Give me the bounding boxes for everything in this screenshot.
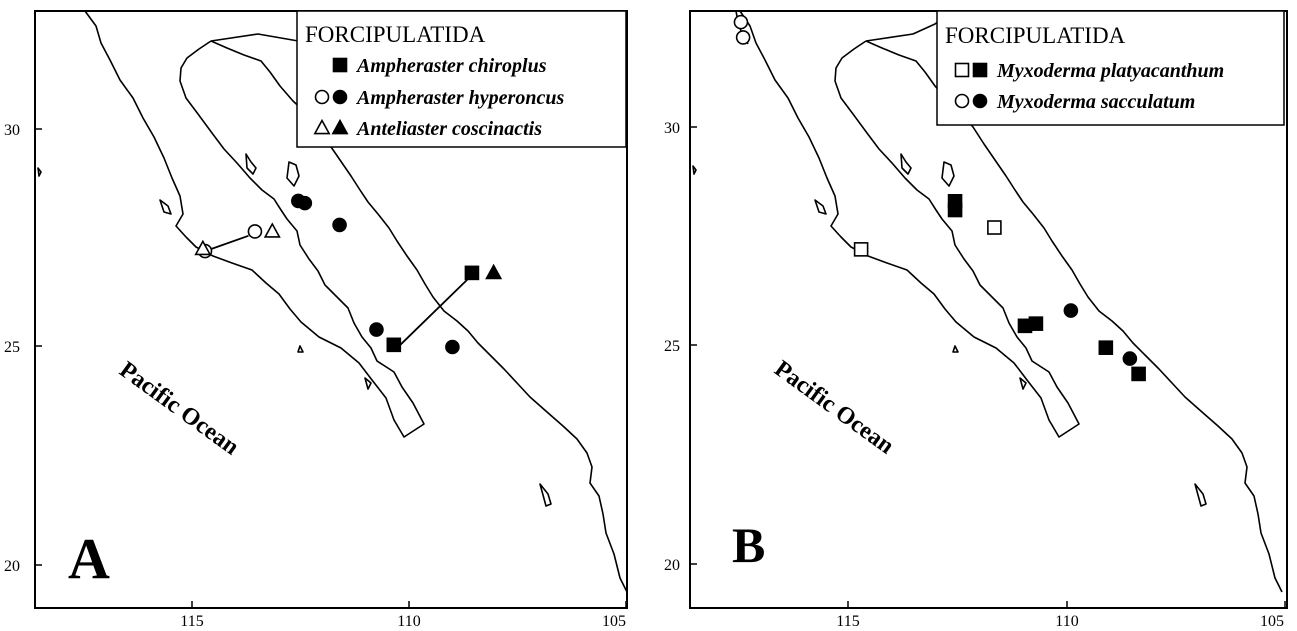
square-filled-marker	[972, 62, 988, 78]
square-filled-marker	[464, 265, 480, 281]
y-tick-label: 25	[664, 338, 680, 355]
triangle-open-marker	[313, 118, 331, 135]
y-tick-label: 25	[4, 339, 20, 356]
y-axis: 30 25 20	[664, 120, 697, 574]
square-filled-marker	[386, 337, 402, 353]
leader-lines	[211, 234, 471, 346]
x-tick-label: 115	[180, 613, 203, 630]
map-panel-a: Pacific Ocean A 30 25 20 115 110 105 FOR…	[4, 10, 628, 630]
circle-filled-marker	[332, 89, 348, 105]
square-open-marker	[987, 220, 1002, 235]
square-filled-marker	[1131, 366, 1146, 382]
circle-open-marker	[954, 93, 970, 109]
x-tick-label: 110	[1055, 613, 1078, 630]
circle-open-marker	[735, 30, 751, 45]
triangle-filled-marker	[331, 118, 349, 135]
legend-box	[296, 10, 627, 148]
circle-filled-marker	[1122, 351, 1138, 366]
square-open-marker	[853, 242, 869, 257]
triangle-open-marker	[194, 239, 212, 256]
legend-item-label: Myxoderma sacculatum	[996, 91, 1195, 113]
circle-filled-marker	[297, 195, 313, 211]
map-panel-b: Pacific Ocean B 30 25 20 115 110 105 FOR…	[664, 10, 1288, 630]
legend-item-label: Ampheraster chiroplus	[355, 55, 547, 77]
leader-line	[399, 276, 471, 346]
circle-open-marker	[247, 224, 263, 239]
legend: FORCIPULATIDA Ampheraster chiroplus Amph…	[296, 10, 627, 148]
y-tick-label: 20	[4, 558, 20, 575]
legend-item-label: Ampheraster hyperoncus	[355, 87, 564, 109]
circle-filled-marker	[445, 339, 460, 355]
circle-open-marker	[733, 14, 749, 30]
square-filled-marker	[332, 57, 348, 73]
x-tick-label: 110	[397, 613, 420, 630]
x-axis: 115 110 105	[836, 601, 1286, 630]
legend-box	[936, 10, 1285, 126]
x-tick-label: 105	[1260, 613, 1284, 630]
circle-open-marker	[314, 89, 330, 105]
legend-item-label: Anteliaster coscinactis	[355, 118, 542, 140]
legend-item-label: Myxoderma platyacanthum	[996, 60, 1224, 82]
triangle-open-marker	[263, 222, 281, 238]
legend-symbols	[954, 62, 988, 109]
y-tick-label: 30	[664, 120, 680, 137]
circle-filled-marker	[1063, 303, 1079, 318]
x-tick-label: 105	[602, 613, 626, 630]
square-filled-marker	[1098, 340, 1114, 355]
x-axis: 115 110 105	[180, 601, 627, 630]
y-tick-label: 30	[4, 122, 20, 139]
square-open-marker	[954, 62, 970, 78]
leader-line	[211, 234, 249, 250]
panel-letter: B	[732, 517, 765, 573]
triangle-filled-marker	[485, 263, 503, 280]
circle-filled-marker	[972, 93, 988, 109]
y-axis: 30 25 20	[4, 122, 42, 575]
circle-filled-marker	[332, 217, 347, 233]
legend-title: FORCIPULATIDA	[945, 23, 1126, 48]
circle-filled-marker	[369, 322, 384, 337]
x-tick-label: 115	[836, 613, 859, 630]
record-markers	[733, 14, 1146, 382]
panel-letter: A	[68, 526, 110, 591]
square-filled-marker	[947, 202, 963, 218]
legend-symbols	[313, 57, 349, 135]
record-markers	[194, 193, 503, 355]
legend-title: FORCIPULATIDA	[305, 22, 486, 47]
y-tick-label: 20	[664, 557, 680, 574]
legend: FORCIPULATIDA Myxoderma platyacanthum My…	[936, 10, 1285, 126]
square-filled-marker	[1028, 316, 1044, 331]
